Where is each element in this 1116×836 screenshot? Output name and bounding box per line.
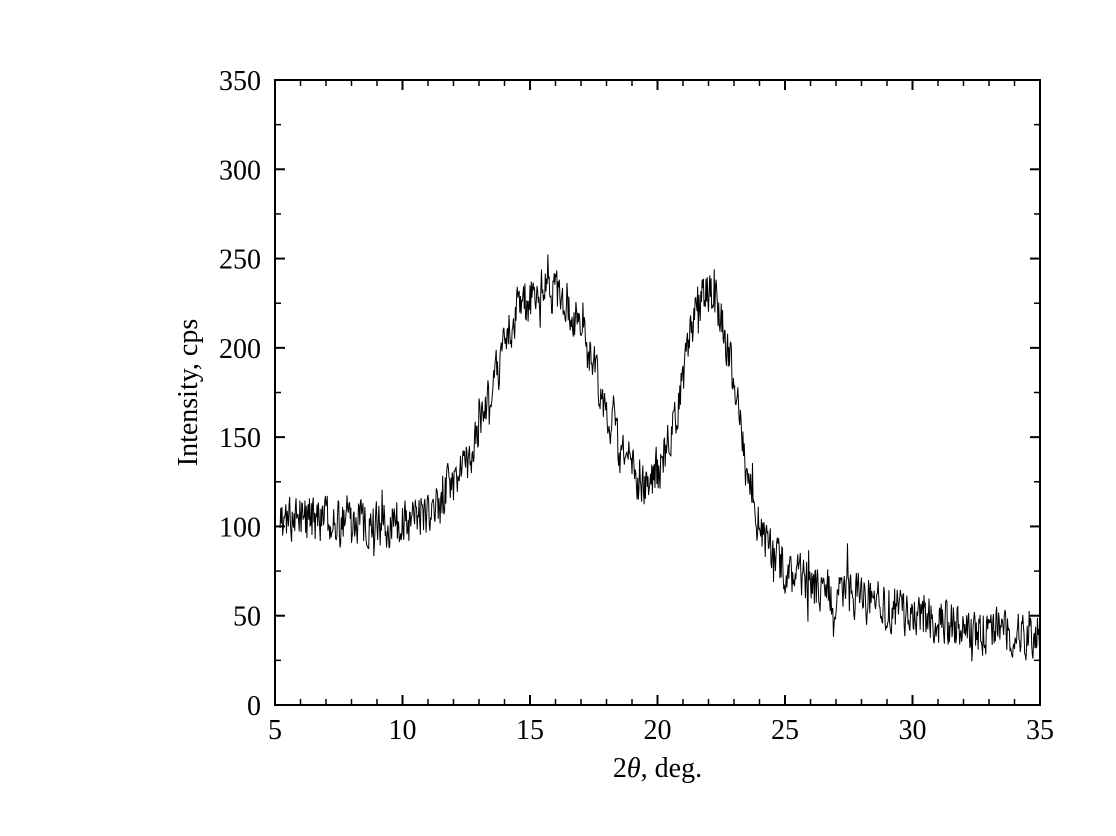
x-tick-label: 30 xyxy=(899,715,927,746)
x-tick-label: 25 xyxy=(771,715,799,746)
x-tick-label: 10 xyxy=(389,715,417,746)
xrd-trace xyxy=(280,254,1091,666)
y-tick-label: 300 xyxy=(219,155,261,186)
x-tick-label: 5 xyxy=(268,715,282,746)
x-tick-label: 20 xyxy=(644,715,672,746)
y-tick-label: 0 xyxy=(247,691,261,722)
y-tick-label: 100 xyxy=(219,512,261,543)
y-tick-label: 250 xyxy=(219,245,261,276)
y-tick-label: 200 xyxy=(219,334,261,365)
y-axis-label: Intensity, cps xyxy=(173,319,204,467)
x-tick-label: 15 xyxy=(516,715,544,746)
y-tick-label: 50 xyxy=(233,602,261,633)
x-tick-label: 35 xyxy=(1026,715,1054,746)
xrd-chart: 5101520253035050100150200250300350 2θ, d… xyxy=(0,0,1116,836)
x-axis-label: 2θ, deg. xyxy=(613,753,702,784)
y-tick-label: 350 xyxy=(219,66,261,97)
y-tick-label: 150 xyxy=(219,423,261,454)
